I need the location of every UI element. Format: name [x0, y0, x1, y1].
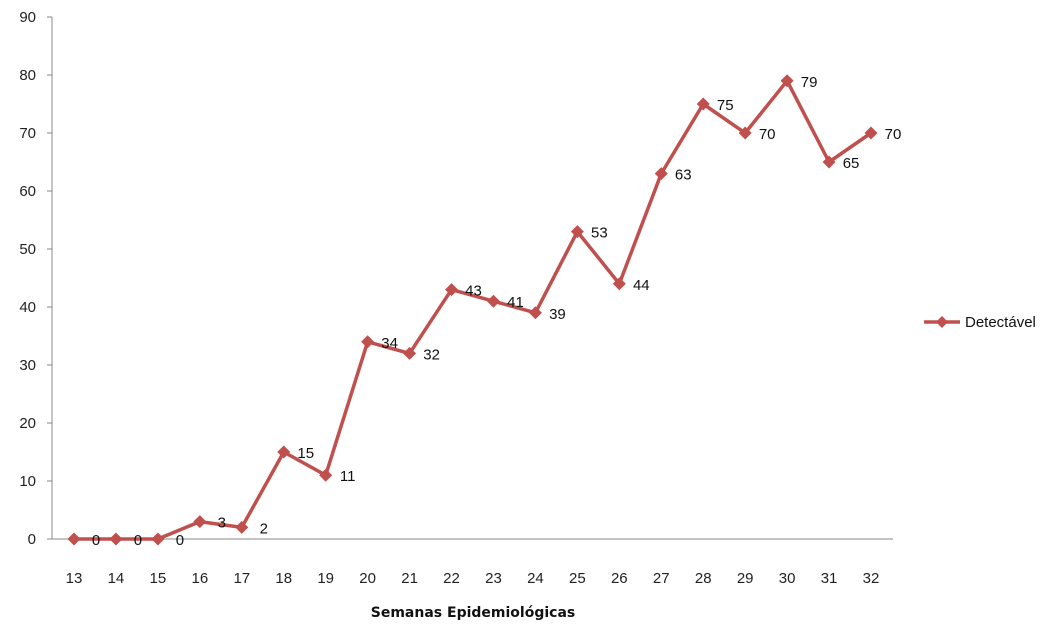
series-plot — [67, 74, 878, 546]
x-tick-label: 15 — [150, 570, 167, 587]
data-label: 39 — [549, 306, 566, 323]
data-label: 63 — [675, 167, 692, 184]
data-point-marker — [486, 294, 500, 308]
data-label: 32 — [423, 346, 440, 363]
legend-label: Detectável — [965, 314, 1036, 331]
data-point-marker — [403, 346, 417, 360]
x-tick-label: 17 — [233, 570, 250, 587]
data-point-marker — [277, 445, 291, 459]
x-tick-label: 25 — [569, 570, 586, 587]
x-tick-label: 18 — [275, 570, 292, 587]
x-tick-label: 26 — [611, 570, 628, 587]
data-point-marker — [780, 74, 794, 88]
data-point-marker — [109, 532, 123, 546]
x-tick-label: 22 — [443, 570, 460, 587]
data-point-marker — [319, 468, 333, 482]
series-line — [74, 79, 872, 541]
y-tick-label: 60 — [19, 183, 36, 200]
data-label: 2 — [260, 520, 268, 537]
data-point-marker — [151, 532, 165, 546]
data-label: 65 — [843, 155, 860, 172]
x-tick-label: 21 — [401, 570, 418, 587]
data-point-marker — [235, 520, 249, 534]
y-tick-label: 30 — [19, 357, 36, 374]
x-tick-label: 19 — [317, 570, 334, 587]
data-point-marker — [654, 167, 668, 181]
x-tick-label: 14 — [108, 570, 125, 587]
x-tick-label: 16 — [191, 570, 208, 587]
x-tick-label: 29 — [737, 570, 754, 587]
data-label: 15 — [297, 445, 314, 462]
data-label: 11 — [340, 468, 356, 485]
x-tick-label: 23 — [485, 570, 502, 587]
x-tick-label: 32 — [863, 570, 880, 587]
data-label: 0 — [92, 532, 100, 549]
data-label: 0 — [176, 532, 184, 549]
data-point-marker — [570, 225, 584, 239]
data-label: 70 — [885, 126, 902, 143]
y-tick-label: 40 — [19, 299, 36, 316]
x-axis: 13 14 15 16 17 18 19 20 21 22 23 24 25 26 27 28 29 30 31 32 — [52, 538, 893, 587]
x-tick-label: 30 — [779, 570, 796, 587]
y-tick-label: 0 — [28, 531, 36, 548]
data-point-marker — [696, 97, 710, 111]
data-label: 34 — [381, 335, 398, 352]
data-label: 75 — [717, 97, 734, 114]
data-label: 41 — [507, 294, 524, 311]
x-tick-label: 20 — [359, 570, 376, 587]
x-tick-label: 28 — [695, 570, 712, 587]
x-axis-title: Semanas Epidemiológicas — [371, 605, 575, 621]
data-label: 44 — [633, 277, 650, 294]
legend: Detectável — [924, 314, 1036, 331]
data-point-marker — [822, 155, 836, 169]
data-point-marker — [67, 532, 81, 546]
x-tick-label: 27 — [653, 570, 670, 587]
data-point-marker — [612, 277, 626, 291]
data-label: 0 — [134, 532, 142, 549]
legend-marker — [936, 316, 948, 328]
y-tick-label: 20 — [19, 415, 36, 432]
data-point-marker — [193, 515, 207, 529]
data-point-marker — [864, 126, 878, 140]
data-point-marker — [361, 335, 375, 349]
x-tick-label: 31 — [821, 570, 838, 587]
y-tick-label: 10 — [19, 473, 36, 490]
data-label: 70 — [759, 126, 776, 143]
data-label: 79 — [801, 74, 818, 91]
data-point-marker — [528, 306, 542, 320]
data-label: 53 — [591, 225, 608, 242]
data-point-marker — [445, 283, 459, 297]
y-tick-label: 80 — [19, 67, 36, 84]
y-tick-label: 50 — [19, 241, 36, 258]
y-tick-label: 70 — [19, 125, 36, 142]
x-tick-label: 24 — [527, 570, 544, 587]
y-tick-label: 90 — [19, 9, 36, 26]
x-tick-label: 13 — [66, 570, 83, 587]
y-axis: 0 10 20 30 40 50 60 70 80 90 — [19, 9, 53, 548]
data-label: 3 — [218, 515, 226, 532]
data-point-marker — [738, 126, 752, 140]
data-label: 43 — [465, 283, 482, 300]
